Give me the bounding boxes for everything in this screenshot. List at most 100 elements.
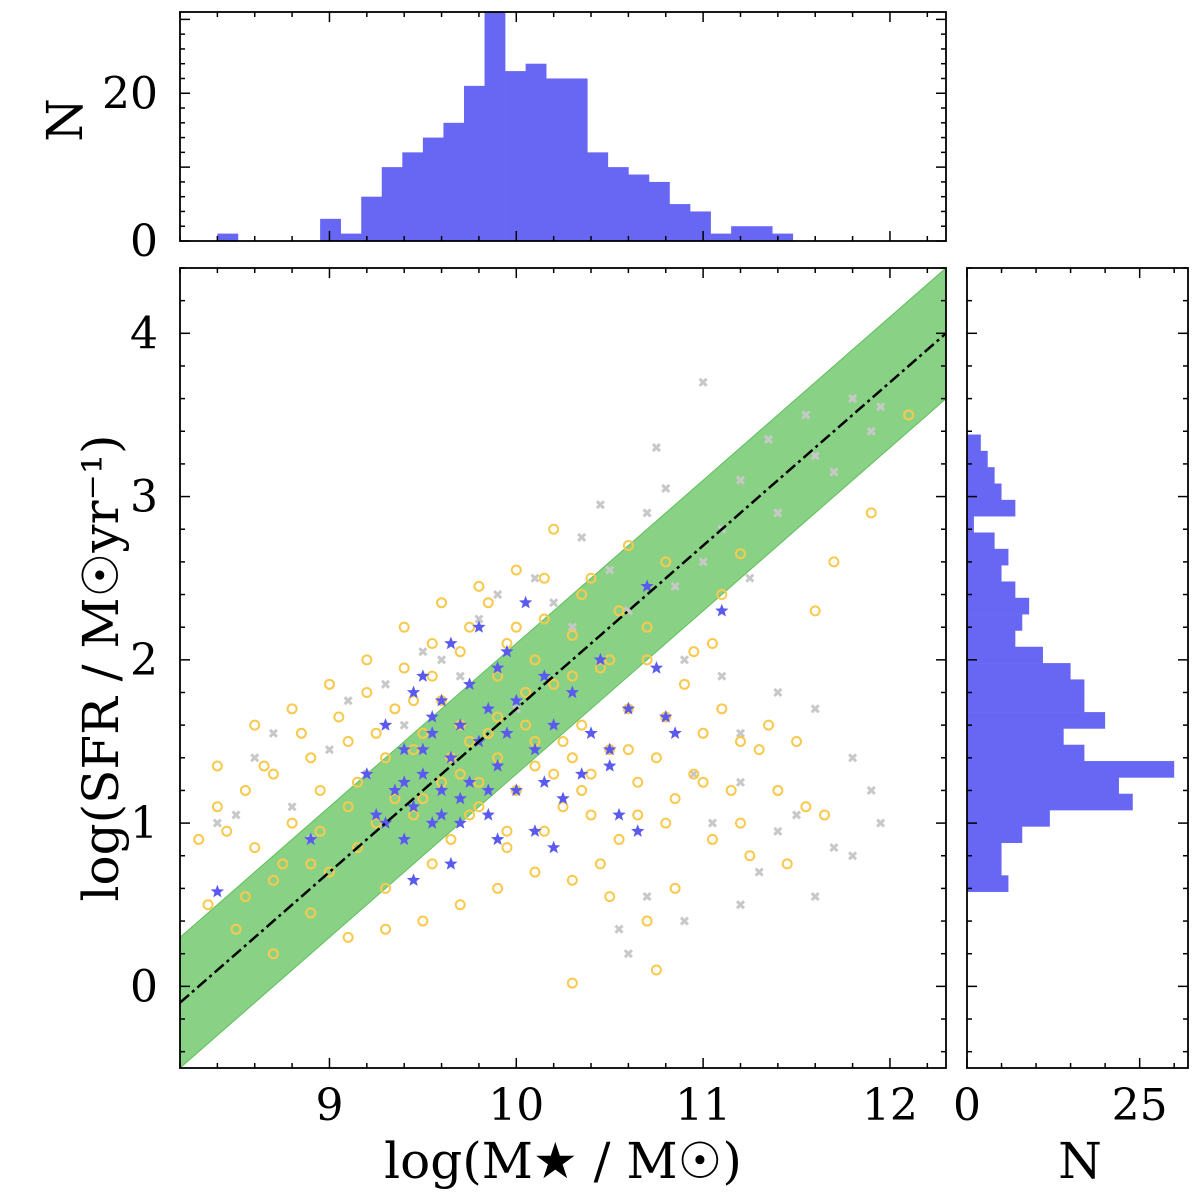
right-histogram-bar bbox=[967, 450, 988, 468]
yellow-circle-point bbox=[473, 801, 485, 813]
yellow-circle-point bbox=[557, 801, 569, 813]
blue-star-point bbox=[575, 767, 589, 780]
blue-star-point bbox=[210, 884, 224, 898]
yellow-circle-point bbox=[604, 891, 616, 903]
blue-star-point bbox=[462, 677, 477, 690]
yellow-circle-point bbox=[660, 556, 672, 568]
yellow-circle-point bbox=[585, 572, 597, 584]
grey-cross-point bbox=[595, 500, 605, 510]
yellow-circle-point bbox=[408, 695, 420, 707]
right-histogram-bar bbox=[967, 630, 1016, 648]
right-histogram-bar bbox=[967, 581, 1016, 599]
yellow-circle-point bbox=[473, 776, 485, 788]
blue-star-point bbox=[416, 669, 430, 682]
right-histogram-bar bbox=[967, 875, 1009, 892]
yellow-circle-point bbox=[482, 597, 494, 609]
yellow-circle-point bbox=[529, 866, 541, 878]
blue-star-point bbox=[715, 603, 729, 617]
yellow-circle-point bbox=[426, 670, 438, 682]
top-histogram-bar bbox=[690, 211, 711, 241]
grey-cross-point bbox=[474, 614, 484, 624]
yellow-circle-point bbox=[688, 646, 700, 658]
yellow-circle-point bbox=[258, 760, 270, 772]
top-y-tick-label: 0 bbox=[130, 216, 158, 267]
blue-star-point bbox=[425, 710, 439, 723]
yellow-circle-point bbox=[221, 825, 233, 837]
blue-star-point bbox=[491, 832, 505, 846]
main-sequence-fit-line bbox=[179, 332, 947, 1004]
yellow-circle-point bbox=[529, 654, 541, 666]
yellow-circle-point bbox=[650, 964, 662, 976]
grey-cross-point bbox=[829, 843, 839, 853]
x-axis-label: log(M★ / M☉) bbox=[384, 1132, 742, 1190]
yellow-circle-point bbox=[734, 817, 746, 829]
grey-cross-point bbox=[577, 532, 587, 542]
blue-star-point bbox=[453, 791, 467, 805]
top-histogram-frame bbox=[179, 11, 947, 242]
grey-cross-point bbox=[735, 900, 746, 910]
yellow-circle-point bbox=[576, 589, 588, 601]
grey-cross-point bbox=[866, 426, 876, 436]
right-x-tick-label: 25 bbox=[1112, 1080, 1168, 1131]
yellow-circle-point bbox=[361, 654, 373, 666]
yellow-circle-point bbox=[566, 752, 578, 764]
top-histogram-bar bbox=[361, 196, 383, 241]
top-histogram-bar bbox=[731, 226, 752, 241]
yellow-circle-point bbox=[305, 907, 317, 919]
y-tick-label: 0 bbox=[130, 961, 158, 1012]
top-histogram-bar bbox=[710, 233, 732, 241]
blue-star-point bbox=[397, 742, 411, 756]
top-histogram-bar bbox=[340, 233, 362, 241]
yellow-circle-point bbox=[267, 874, 279, 886]
yellow-circle-point bbox=[772, 784, 784, 796]
yellow-circle-point bbox=[426, 638, 438, 650]
blue-star-point bbox=[631, 824, 645, 837]
yellow-circle-point bbox=[351, 776, 363, 788]
right-histogram-bar bbox=[967, 516, 974, 533]
yellow-circle-point bbox=[454, 646, 466, 658]
yellow-circle-point bbox=[408, 744, 420, 756]
top-histogram-bar bbox=[772, 233, 794, 241]
yellow-circle-point bbox=[520, 686, 532, 698]
yellow-circle-point bbox=[370, 817, 382, 829]
yellow-circle-point bbox=[828, 556, 840, 568]
x-tick-label: 11 bbox=[675, 1080, 731, 1131]
grey-cross-point bbox=[614, 924, 624, 934]
yellow-circle-point bbox=[734, 548, 746, 560]
main-sequence-line bbox=[179, 332, 947, 1004]
yellow-circle-point bbox=[445, 833, 457, 845]
yellow-circle-point bbox=[492, 882, 504, 894]
y-tick-label: 2 bbox=[130, 635, 158, 686]
blue-star-point bbox=[406, 873, 421, 886]
grey-cross-point bbox=[212, 818, 222, 828]
yellow-circle-point bbox=[688, 768, 700, 780]
yellow-circle-point bbox=[641, 654, 653, 666]
right-histogram-bar bbox=[967, 679, 1085, 697]
yellow-circle-point bbox=[566, 874, 578, 886]
y-tick-label: 3 bbox=[130, 472, 158, 523]
yellow-circle-point bbox=[678, 678, 690, 690]
blue-star-point bbox=[378, 816, 393, 829]
right-histogram-bar bbox=[967, 565, 1002, 582]
blue-star-point bbox=[453, 718, 467, 731]
blue-star-point bbox=[406, 799, 421, 813]
yellow-circle-point bbox=[249, 719, 261, 731]
blue-star-point bbox=[444, 856, 458, 870]
yellow-circle-point bbox=[501, 825, 513, 837]
top-histogram-bar bbox=[484, 12, 506, 241]
yellow-circle-point bbox=[903, 409, 915, 421]
blue-star-point bbox=[444, 636, 458, 650]
yellow-circle-point bbox=[408, 809, 420, 821]
grey-cross-point bbox=[698, 557, 708, 567]
yellow-circle-point bbox=[594, 858, 606, 870]
grey-cross-point bbox=[287, 802, 297, 812]
right-histogram-bar bbox=[967, 483, 1002, 501]
blue-star-point bbox=[584, 726, 598, 739]
grey-cross-point bbox=[773, 687, 783, 698]
right-histogram-xlabel: N bbox=[1058, 1132, 1102, 1190]
yellow-circle-point bbox=[510, 621, 522, 633]
yellow-circle-point bbox=[193, 833, 205, 845]
yellow-circle-point bbox=[305, 858, 317, 870]
yellow-circle-point bbox=[585, 809, 597, 821]
right-histogram-bar bbox=[967, 532, 995, 550]
